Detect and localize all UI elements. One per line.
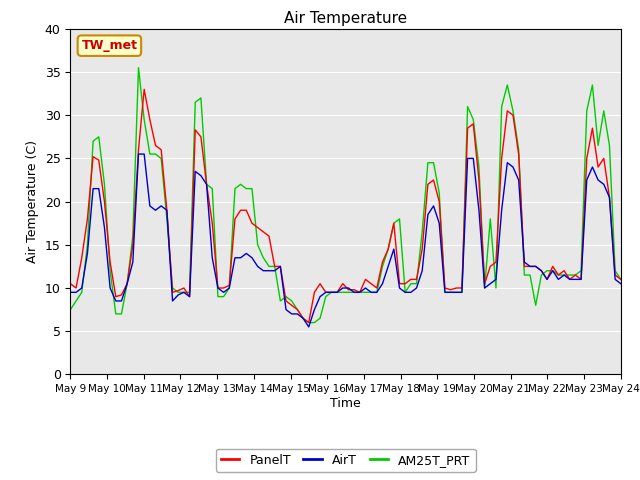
PanelT: [339, 281, 347, 287]
PanelT: [424, 181, 432, 187]
AM25T_PRT: [617, 276, 625, 282]
Line: PanelT: PanelT: [70, 89, 621, 323]
X-axis label: Time: Time: [330, 397, 361, 410]
AirT: [305, 324, 312, 330]
Title: Air Temperature: Air Temperature: [284, 11, 407, 26]
AirT: [100, 225, 108, 230]
Legend: PanelT, AirT, AM25T_PRT: PanelT, AirT, AM25T_PRT: [216, 449, 476, 472]
AirT: [424, 212, 432, 217]
AM25T_PRT: [305, 320, 312, 325]
AM25T_PRT: [112, 311, 120, 317]
AirT: [134, 151, 142, 157]
PanelT: [140, 86, 148, 92]
AirT: [339, 285, 347, 291]
PanelT: [617, 276, 625, 282]
PanelT: [112, 294, 120, 300]
AirT: [498, 207, 506, 213]
AirT: [384, 264, 392, 269]
AM25T_PRT: [384, 246, 392, 252]
Text: TW_met: TW_met: [81, 39, 138, 52]
Y-axis label: Air Temperature (C): Air Temperature (C): [26, 140, 39, 263]
AM25T_PRT: [100, 181, 108, 187]
PanelT: [100, 199, 108, 204]
AM25T_PRT: [134, 65, 142, 71]
AM25T_PRT: [67, 307, 74, 312]
AM25T_PRT: [498, 104, 506, 109]
Line: AM25T_PRT: AM25T_PRT: [70, 68, 621, 323]
PanelT: [384, 246, 392, 252]
PanelT: [67, 281, 74, 287]
PanelT: [305, 320, 312, 325]
Line: AirT: AirT: [70, 154, 621, 327]
AirT: [112, 298, 120, 304]
AM25T_PRT: [339, 289, 347, 295]
AM25T_PRT: [424, 160, 432, 166]
AirT: [617, 281, 625, 287]
PanelT: [498, 156, 506, 161]
AirT: [67, 289, 74, 295]
